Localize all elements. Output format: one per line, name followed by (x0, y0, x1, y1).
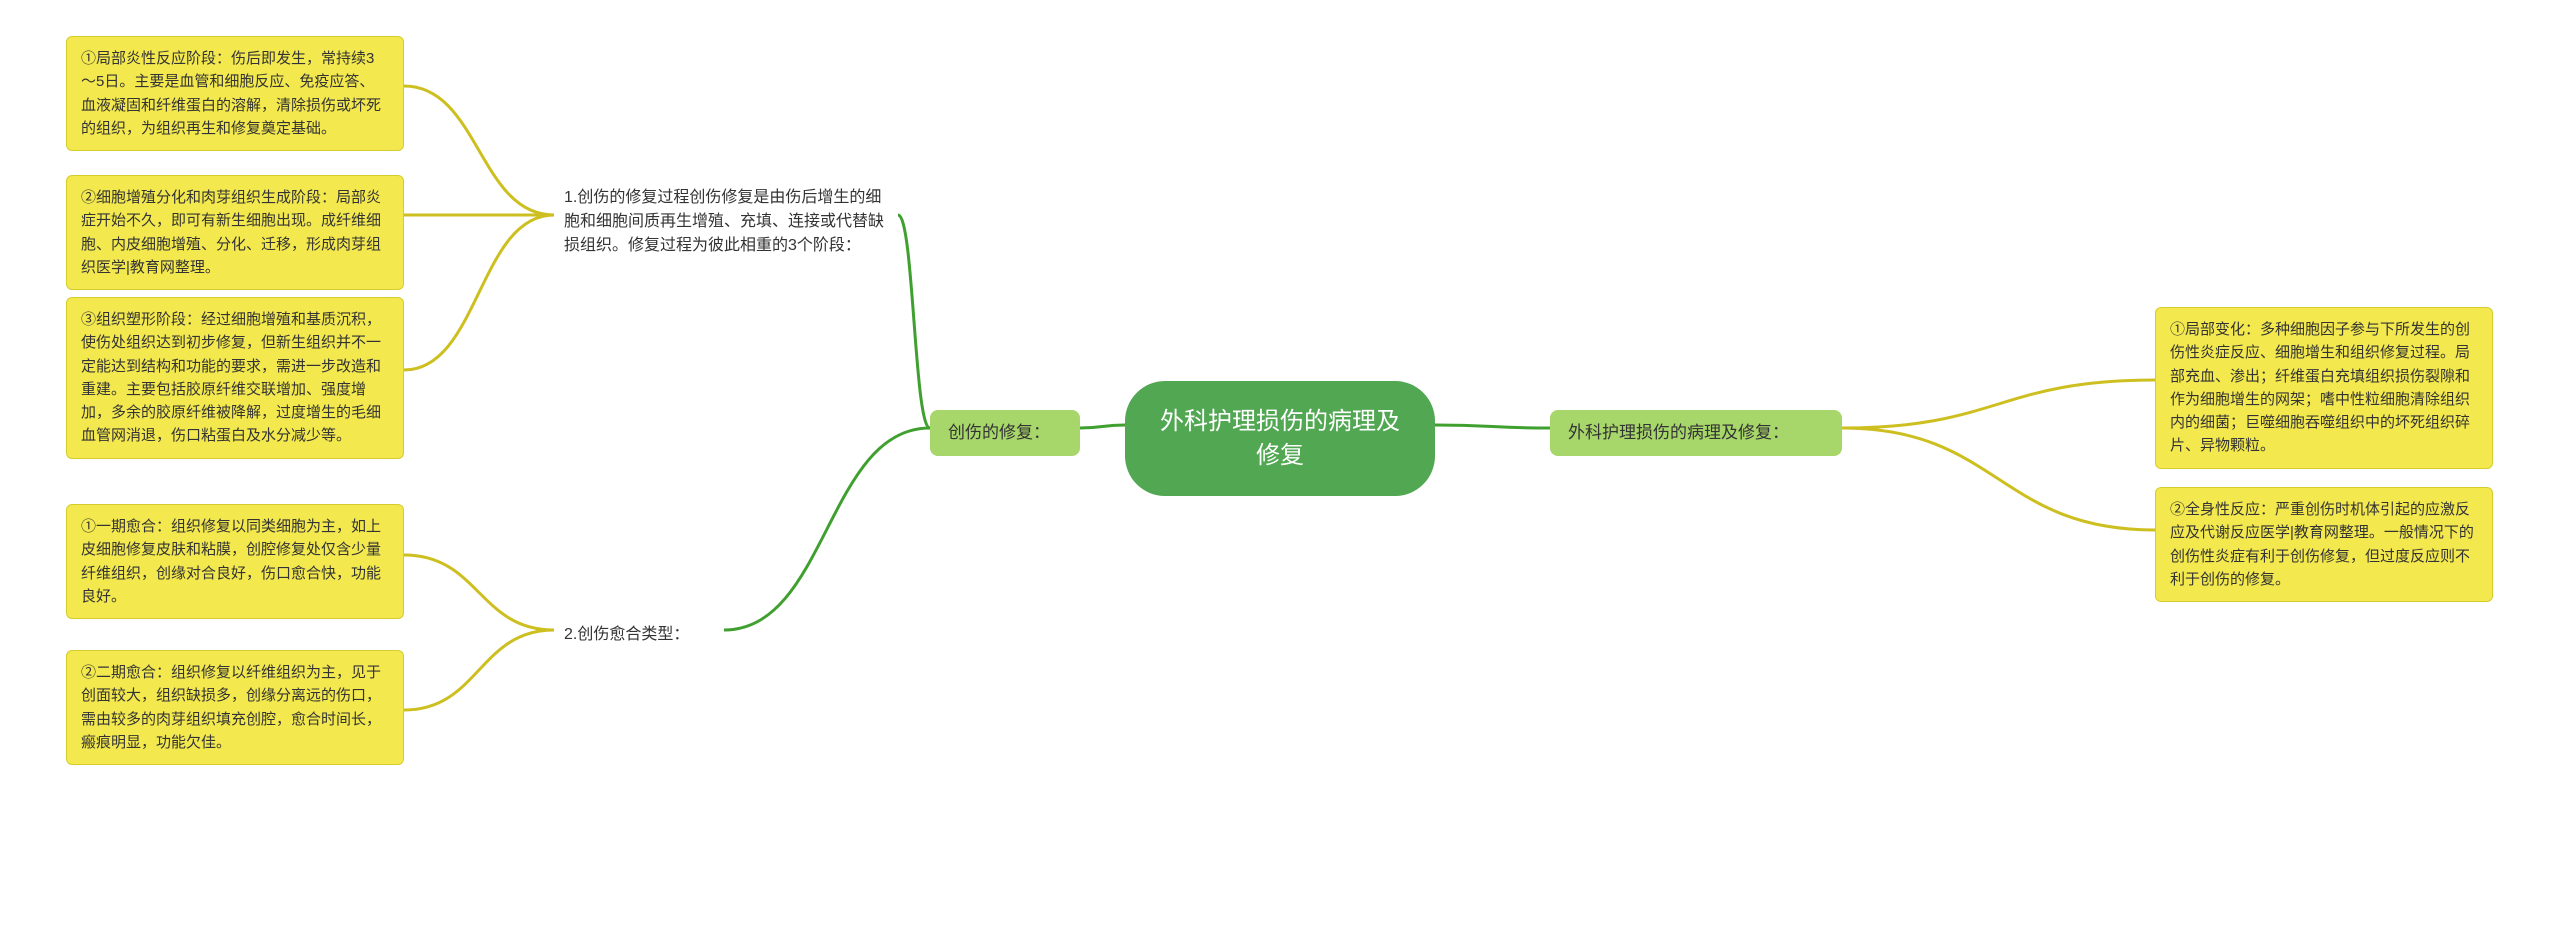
right-branch-pathology: 外科护理损伤的病理及修复： (1550, 410, 1842, 456)
phase-inflammatory: ①局部炎性反应阶段：伤后即发生，常持续3～5日。主要是血管和细胞反应、免疫应答、… (66, 36, 404, 151)
secondary-healing: ②二期愈合：组织修复以纤维组织为主，见于创面较大，组织缺损多，创缘分离远的伤口，… (66, 650, 404, 765)
secondary-healing-text: ②二期愈合：组织修复以纤维组织为主，见于创面较大，组织缺损多，创缘分离远的伤口，… (81, 664, 381, 751)
center-topic: 外科护理损伤的病理及修复 (1125, 381, 1435, 496)
systemic-response: ②全身性反应：严重创伤时机体引起的应激反应及代谢反应医学|教育网整理。一般情况下… (2155, 487, 2493, 602)
phase-remodeling-text: ③组织塑形阶段：经过细胞增殖和基质沉积，使伤处组织达到初步修复，但新生组织并不一… (81, 311, 381, 444)
healing-types-text: 2.创伤愈合类型： (564, 626, 689, 643)
left-branch-label: 创伤的修复： (948, 423, 1050, 442)
phase-remodeling: ③组织塑形阶段：经过细胞增殖和基质沉积，使伤处组织达到初步修复，但新生组织并不一… (66, 297, 404, 459)
repair-process-text: 1.创伤的修复过程创伤修复是由伤后增生的细胞和细胞间质再生增殖、充填、连接或代替… (564, 189, 884, 254)
repair-process-node: 1.创伤的修复过程创伤修复是由伤后增生的细胞和细胞间质再生增殖、充填、连接或代替… (554, 178, 898, 266)
right-branch-label: 外科护理损伤的病理及修复： (1568, 423, 1789, 442)
local-changes: ①局部变化：多种细胞因子参与下所发生的创伤性炎症反应、细胞增生和组织修复过程。局… (2155, 307, 2493, 469)
center-label: 外科护理损伤的病理及修复 (1160, 408, 1400, 469)
left-branch-repair: 创伤的修复： (930, 410, 1080, 456)
phase-inflammatory-text: ①局部炎性反应阶段：伤后即发生，常持续3～5日。主要是血管和细胞反应、免疫应答、… (81, 50, 381, 137)
local-changes-text: ①局部变化：多种细胞因子参与下所发生的创伤性炎症反应、细胞增生和组织修复过程。局… (2170, 321, 2470, 454)
phase-proliferation: ②细胞增殖分化和肉芽组织生成阶段：局部炎症开始不久，即可有新生细胞出现。成纤维细… (66, 175, 404, 290)
phase-proliferation-text: ②细胞增殖分化和肉芽组织生成阶段：局部炎症开始不久，即可有新生细胞出现。成纤维细… (81, 189, 381, 276)
primary-healing: ①一期愈合：组织修复以同类细胞为主，如上皮细胞修复皮肤和粘膜，创腔修复处仅含少量… (66, 504, 404, 619)
healing-types-node: 2.创伤愈合类型： (554, 615, 724, 655)
systemic-response-text: ②全身性反应：严重创伤时机体引起的应激反应及代谢反应医学|教育网整理。一般情况下… (2170, 501, 2474, 588)
primary-healing-text: ①一期愈合：组织修复以同类细胞为主，如上皮细胞修复皮肤和粘膜，创腔修复处仅含少量… (81, 518, 381, 605)
